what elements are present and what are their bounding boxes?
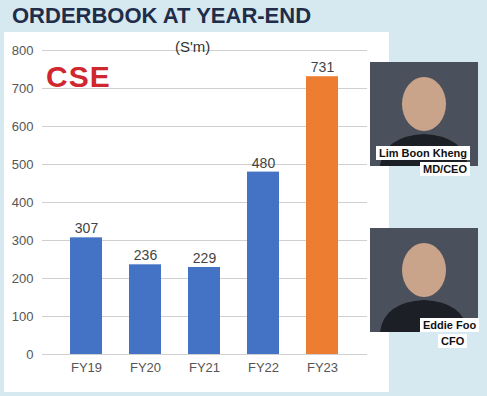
svg-text:307: 307 <box>75 220 99 236</box>
svg-text:236: 236 <box>134 247 158 263</box>
svg-text:400: 400 <box>12 195 34 210</box>
svg-text:FY22: FY22 <box>248 360 279 375</box>
html-text:ORDERBOOK AT YEAR-END: ORDERBOOK AT YEAR-END <box>12 3 312 28</box>
html-text:MD/CEO: MD/CEO <box>423 163 467 175</box>
svg-text:200: 200 <box>12 271 34 286</box>
svg-text:FY23: FY23 <box>307 360 338 375</box>
svg-text:800: 800 <box>12 43 34 58</box>
svg-text:100: 100 <box>12 309 34 324</box>
svg-text:600: 600 <box>12 119 34 134</box>
svg-text:300: 300 <box>12 233 34 248</box>
html-text:CSE: CSE <box>46 60 111 93</box>
svg-text:229: 229 <box>193 250 217 266</box>
svg-text:FY20: FY20 <box>130 360 161 375</box>
svg-text:480: 480 <box>252 155 276 171</box>
svg-text:500: 500 <box>12 157 34 172</box>
html-text:CFO: CFO <box>441 335 465 347</box>
svg-text:FY21: FY21 <box>189 360 220 375</box>
html-text:(S'm): (S'm) <box>175 38 211 55</box>
svg-text:0: 0 <box>26 347 33 362</box>
svg-text:731: 731 <box>311 59 335 75</box>
svg-text:700: 700 <box>12 81 34 96</box>
html-text:Eddie Foo: Eddie Foo <box>423 319 477 331</box>
svg-text:FY19: FY19 <box>71 360 102 375</box>
html-text:Lim Boon Kheng: Lim Boon Kheng <box>379 147 467 159</box>
